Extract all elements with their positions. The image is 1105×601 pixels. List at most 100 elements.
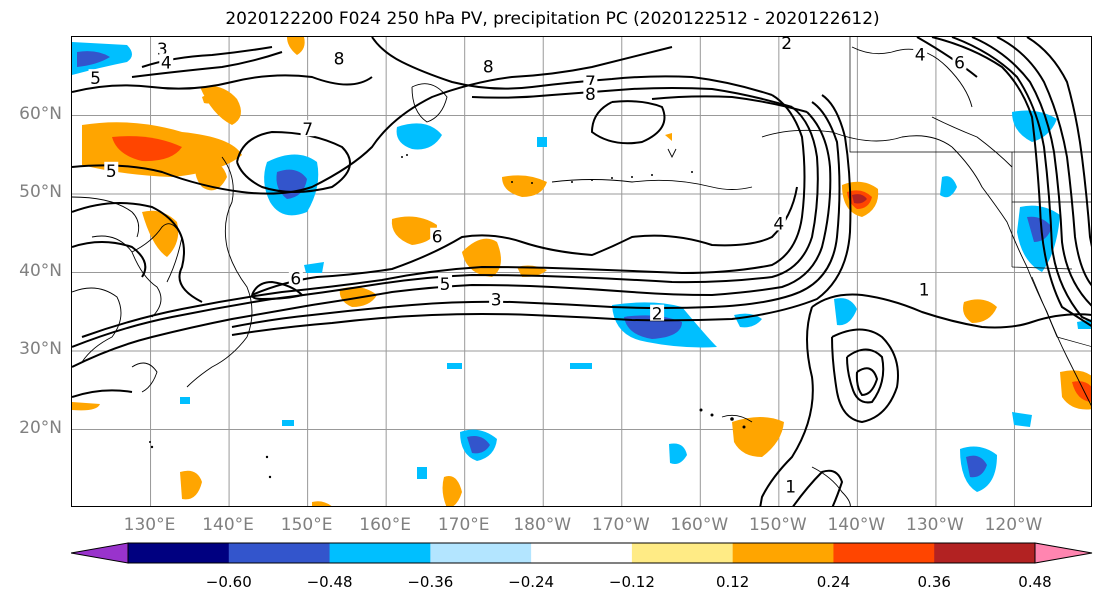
- colorbar-segment: [833, 543, 935, 563]
- colorbar-segment: [128, 543, 230, 563]
- colorbar-segment: [631, 543, 734, 563]
- precip-positive: [462, 238, 501, 277]
- latitude-tick-label: 20°N: [19, 417, 62, 438]
- colorbar-extend-max: [1034, 542, 1093, 564]
- contour-label-background: [159, 53, 174, 70]
- colorbar-tick-label: −0.24: [508, 573, 555, 591]
- precip-negative: [1077, 319, 1091, 329]
- precip-negative: [396, 123, 442, 150]
- precip-negative: [1012, 412, 1032, 427]
- longitude-tick-label: 140°W: [827, 515, 886, 535]
- contour-label: 1: [919, 280, 930, 300]
- contour-label: 6: [290, 269, 301, 289]
- contour-label-background: [332, 49, 347, 66]
- contour-label-background: [783, 477, 798, 494]
- contour-label-background: [288, 269, 303, 286]
- colorbar-segment: [329, 543, 431, 563]
- contour-label-background: [650, 304, 665, 321]
- longitude-tick-label: 160°W: [670, 515, 729, 535]
- contour-label: 3: [491, 291, 502, 311]
- contour-label-background: [917, 280, 932, 297]
- contour-label: 8: [585, 85, 596, 105]
- precip-positive: [287, 37, 305, 55]
- contour-label: 7: [302, 120, 313, 140]
- colorbar-segment: [228, 543, 331, 563]
- precip-negative: [180, 397, 190, 404]
- longitude-tick-label: 120°W: [984, 515, 1043, 535]
- precip-positive: [200, 85, 241, 125]
- contour-label: 5: [106, 162, 117, 182]
- precip-negative: [966, 455, 987, 478]
- contour-label-background: [583, 84, 598, 101]
- longitude-tick-label: 170°W: [591, 515, 650, 535]
- contour-label-background: [952, 53, 967, 70]
- colorbar-tick-label: −0.60: [205, 573, 252, 591]
- contour-label: 5: [440, 275, 451, 295]
- colorbar-tick-label: −0.48: [306, 573, 353, 591]
- precip-negative: [834, 298, 857, 326]
- contour-label: 8: [334, 50, 345, 70]
- contour-label: 3: [157, 40, 168, 60]
- colorbar: [71, 542, 1093, 564]
- contour-label-background: [88, 69, 103, 86]
- longitude-tick-label: 130°W: [906, 515, 964, 535]
- colorbar-extend-min: [71, 542, 129, 564]
- colorbar-tick-label: 0.36: [917, 573, 951, 591]
- precip-positive: [963, 299, 997, 323]
- contour-label-background: [779, 37, 794, 50]
- precip-negative: [467, 436, 490, 454]
- longitude-tick-label: 170°E: [437, 515, 490, 535]
- colorbar-segment: [732, 543, 834, 563]
- political-borders: [849, 37, 1091, 347]
- colorbar-segment: [430, 543, 532, 563]
- contour-label: 6: [954, 53, 965, 73]
- longitude-tick-label: 150°E: [280, 515, 333, 535]
- contour-label-background: [438, 274, 453, 291]
- precip-negative: [282, 420, 294, 426]
- precip-positive: [502, 175, 547, 197]
- contour-label: 6: [432, 228, 443, 248]
- contour-label: 7: [585, 73, 596, 93]
- contour-label: 4: [161, 53, 172, 73]
- precip-negative: [570, 363, 592, 369]
- colorbar-tick-label: 0.24: [816, 573, 851, 591]
- precip-positive: [195, 161, 227, 191]
- contour-label: 2: [652, 305, 663, 325]
- contour-label-background: [771, 214, 786, 231]
- precip-negative: [537, 137, 547, 147]
- precip-negative: [1027, 216, 1052, 242]
- longitude-tick-label: 140°E: [202, 515, 254, 535]
- contour-label: 4: [773, 214, 784, 234]
- contour-label-background: [481, 57, 496, 74]
- contour-label: 5: [90, 69, 101, 89]
- precip-negative: [447, 363, 462, 369]
- colorbar-tick-label: 0.12: [715, 573, 750, 591]
- precip-positive: [112, 136, 182, 162]
- colorbar-tick-label: 0.48: [1018, 573, 1052, 591]
- contour-label-background: [155, 40, 170, 57]
- precip-positive: [142, 210, 179, 257]
- contour-label-background: [300, 120, 315, 137]
- contour-label: 1: [785, 477, 796, 497]
- precip-positive: [442, 476, 462, 506]
- precip-positive: [72, 402, 100, 411]
- longitude-tick-label: 180°W: [513, 515, 572, 535]
- longitude-tick-label: 150°W: [748, 515, 807, 535]
- precip-negative: [77, 51, 110, 67]
- longitude-tick-label: 130°E: [123, 515, 176, 535]
- precip-positive: [312, 501, 332, 506]
- longitude-tick-label: 160°E: [359, 515, 411, 535]
- precip-positive: [202, 94, 219, 104]
- contour-label: 4: [915, 46, 926, 66]
- latitude-tick-label: 50°N: [19, 182, 62, 202]
- colorbar-segment: [934, 543, 1036, 563]
- latitude-tick-label: 40°N: [19, 260, 62, 281]
- contour-label-background: [430, 227, 445, 244]
- colorbar-tick-label: −0.36: [407, 573, 454, 591]
- precip-positive: [665, 133, 672, 141]
- contour-label-background: [104, 161, 119, 178]
- colorbar-tick-label: −0.12: [608, 573, 655, 591]
